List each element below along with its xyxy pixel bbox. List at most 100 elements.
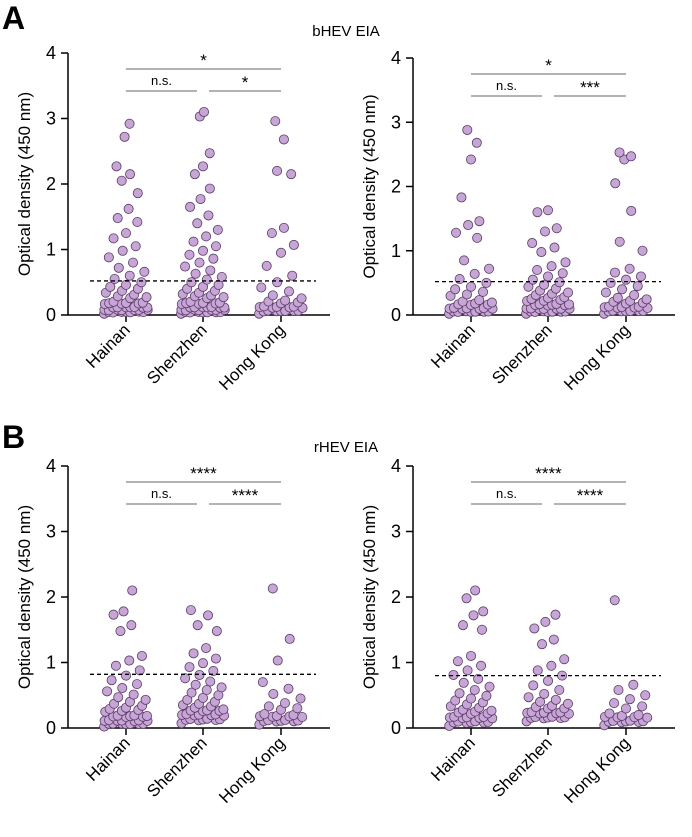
y-tick-label-3: 3 <box>391 112 401 132</box>
data-point-shenzhen <box>190 268 201 279</box>
data-point-shenzhen <box>205 676 216 687</box>
y-tick-label-4: 4 <box>391 48 401 68</box>
data-point-shenzhen <box>186 277 197 288</box>
data-point-shenzhen <box>186 687 197 698</box>
data-point-hong-kong <box>640 690 651 701</box>
y-tick-label-1: 1 <box>391 653 401 673</box>
data-point-hong-kong <box>279 698 290 709</box>
data-point-shenzhen <box>188 236 199 247</box>
significance-label: **** <box>190 464 217 483</box>
data-point-shenzhen <box>550 609 561 620</box>
significance-label: * <box>200 51 207 70</box>
data-point-shenzhen <box>563 287 574 298</box>
data-point-shenzhen <box>528 680 539 691</box>
data-point-hainan <box>451 227 462 238</box>
x-tick-label-hainan: Hainan <box>427 733 479 785</box>
data-point-hainan <box>476 660 487 671</box>
data-point-hong-kong <box>256 282 267 293</box>
data-point-shenzhen <box>548 634 559 645</box>
data-point-hainan <box>108 609 119 620</box>
y-tick-label-1: 1 <box>46 240 56 260</box>
data-point-hong-kong <box>626 151 637 162</box>
data-point-hainan <box>140 694 151 705</box>
data-point-hainan <box>113 692 124 703</box>
data-point-hong-kong <box>600 287 611 298</box>
data-point-shenzhen <box>204 148 215 159</box>
data-point-hong-kong <box>605 277 616 288</box>
data-point-hainan <box>486 705 497 716</box>
data-point-hainan <box>476 624 487 635</box>
data-point-hainan <box>462 665 473 676</box>
y-tick-label-0: 0 <box>391 718 401 738</box>
data-point-shenzhen <box>549 242 560 253</box>
data-point-shenzhen <box>184 249 195 260</box>
y-tick-label-1: 1 <box>46 653 56 673</box>
data-point-hainan <box>484 681 495 692</box>
data-point-shenzhen <box>197 161 208 172</box>
data-point-shenzhen <box>197 658 208 669</box>
data-point-shenzhen <box>529 623 540 634</box>
significance-label: **** <box>577 486 604 505</box>
data-point-hainan <box>112 213 123 224</box>
data-point-shenzhen <box>188 648 199 659</box>
data-point-hainan <box>461 289 472 300</box>
y-tick-label-3: 3 <box>391 522 401 542</box>
data-point-shenzhen <box>189 169 200 180</box>
data-point-hainan <box>481 690 492 701</box>
data-point-hong-kong <box>278 134 289 145</box>
data-point-hong-kong <box>288 239 299 250</box>
y-axis-label: Optical density (450 nm) <box>15 505 34 689</box>
data-point-shenzhen <box>190 679 201 690</box>
data-point-hainan <box>124 270 135 281</box>
data-point-hainan <box>125 169 136 180</box>
data-point-hong-kong <box>626 205 637 216</box>
data-point-hainan <box>106 675 117 686</box>
data-point-shenzhen <box>201 231 212 242</box>
data-point-hainan <box>121 670 132 681</box>
data-point-hainan <box>474 216 485 227</box>
data-point-hainan <box>469 685 480 696</box>
data-point-hainan <box>465 650 476 661</box>
data-point-shenzhen <box>562 698 573 709</box>
data-point-hong-kong <box>616 710 627 721</box>
data-point-hong-kong <box>263 701 274 712</box>
data-point-shenzhen <box>194 257 205 268</box>
data-point-hainan <box>119 131 130 142</box>
data-point-hainan <box>481 277 492 288</box>
data-point-hong-kong <box>624 694 635 705</box>
data-point-shenzhen <box>557 268 568 279</box>
data-point-hainan <box>121 279 132 290</box>
data-point-shenzhen <box>185 201 196 212</box>
x-tick-label-hong-kong: Hong Kong <box>560 733 634 807</box>
data-point-hainan <box>103 252 114 263</box>
data-point-hong-kong <box>617 284 628 295</box>
data-point-shenzhen <box>536 247 547 258</box>
data-point-hong-kong <box>275 247 286 258</box>
data-point-hong-kong <box>610 178 621 189</box>
data-point-hong-kong <box>284 286 295 297</box>
data-point-hainan <box>141 292 152 303</box>
data-point-shenzhen <box>192 218 203 229</box>
data-point-shenzhen <box>195 194 206 205</box>
data-point-hong-kong <box>268 688 279 699</box>
y-tick-label-1: 1 <box>391 241 401 261</box>
data-point-shenzhen <box>201 685 212 696</box>
data-point-hainan <box>105 281 116 292</box>
data-point-hong-kong <box>624 263 635 274</box>
significance-label: *** <box>580 78 600 97</box>
data-point-hainan <box>469 268 480 279</box>
data-point-hong-kong <box>613 685 624 696</box>
data-point-shenzhen <box>180 261 191 272</box>
data-point-shenzhen <box>211 626 222 637</box>
data-point-hong-kong <box>614 147 625 158</box>
data-point-shenzhen <box>208 253 219 264</box>
data-point-hainan <box>128 689 139 700</box>
data-point-hainan <box>117 245 128 256</box>
data-point-hainan <box>134 665 145 676</box>
data-point-hainan <box>116 175 127 186</box>
data-point-hong-kong <box>642 712 653 723</box>
y-tick-label-2: 2 <box>391 587 401 607</box>
